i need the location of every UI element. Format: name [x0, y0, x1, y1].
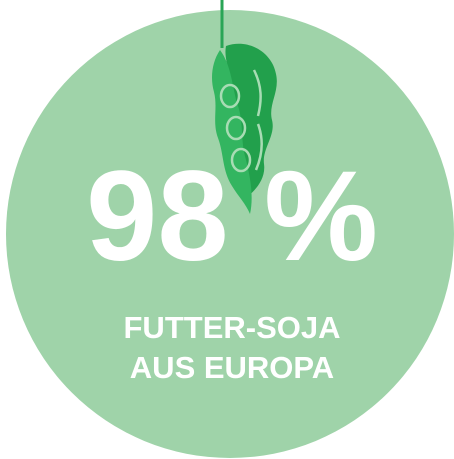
background-circle	[6, 10, 454, 458]
caption-line: FUTTER-SOJA	[124, 310, 341, 345]
caption-line: AUS EUROPA	[130, 350, 334, 385]
soybean-pod	[212, 43, 277, 214]
headline: 98 %	[86, 145, 378, 288]
